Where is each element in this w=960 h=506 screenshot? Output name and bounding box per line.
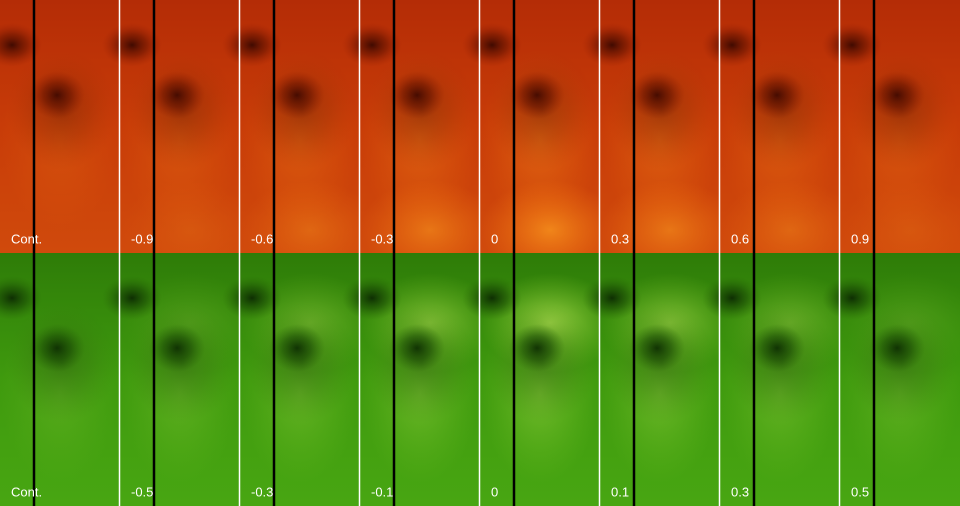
penumbra: [367, 303, 477, 423]
panel-label: 0.3: [731, 484, 749, 499]
panel: 0.9: [822, 0, 960, 280]
penumbra: [847, 50, 957, 170]
panel-label: -0.5: [131, 484, 153, 499]
penumbra: [247, 50, 357, 170]
dark-pore: [0, 276, 42, 320]
panel-label: Cont.: [11, 231, 42, 246]
panel: 0.5: [822, 253, 960, 506]
dark-pore: [342, 23, 402, 67]
panel-label: 0.9: [851, 231, 869, 246]
penumbra: [7, 303, 117, 423]
panel: 0.1: [582, 253, 740, 506]
dark-pore: [102, 23, 162, 67]
panel: -0.3: [222, 253, 380, 506]
panel-label: 0.6: [731, 231, 749, 246]
panel-label: -0.6: [251, 231, 273, 246]
panel-label: 0.5: [851, 484, 869, 499]
dark-pore: [702, 276, 762, 320]
dark-pore: [822, 23, 882, 67]
panel: 0: [462, 0, 620, 280]
panel-label: 0.1: [611, 484, 629, 499]
dark-pore: [582, 276, 642, 320]
panel: -0.1: [342, 253, 500, 506]
dark-pore: [342, 276, 402, 320]
panel-label: 0: [491, 231, 498, 246]
panel-label: -0.9: [131, 231, 153, 246]
dark-pore: [582, 23, 642, 67]
penumbra: [607, 303, 717, 423]
dark-pore: [462, 276, 522, 320]
penumbra: [847, 303, 957, 423]
dark-pore: [222, 276, 282, 320]
penumbra: [127, 50, 237, 170]
panel: 0: [462, 253, 620, 506]
panel-label: -0.1: [371, 484, 393, 499]
dark-pore: [702, 23, 762, 67]
penumbra: [607, 50, 717, 170]
panel-label: -0.3: [251, 484, 273, 499]
panel: -0.5: [102, 253, 260, 506]
panel-label: Cont.: [11, 484, 42, 499]
dark-pore: [462, 23, 522, 67]
panel-label: 0.3: [611, 231, 629, 246]
panel: 0.6: [702, 0, 860, 280]
dark-pore: [822, 276, 882, 320]
penumbra: [727, 50, 837, 170]
panel-label: 0: [491, 484, 498, 499]
panel: Cont.: [0, 0, 120, 253]
panel: Cont.: [0, 253, 120, 506]
penumbra: [127, 303, 237, 423]
penumbra: [727, 303, 837, 423]
penumbra: [7, 50, 117, 170]
penumbra: [367, 50, 477, 170]
dark-pore: [222, 23, 282, 67]
penumbra: [487, 303, 597, 423]
panel-label: -0.3: [371, 231, 393, 246]
dark-pore: [0, 23, 42, 67]
penumbra: [247, 303, 357, 423]
dark-pore: [102, 276, 162, 320]
penumbra: [487, 50, 597, 170]
